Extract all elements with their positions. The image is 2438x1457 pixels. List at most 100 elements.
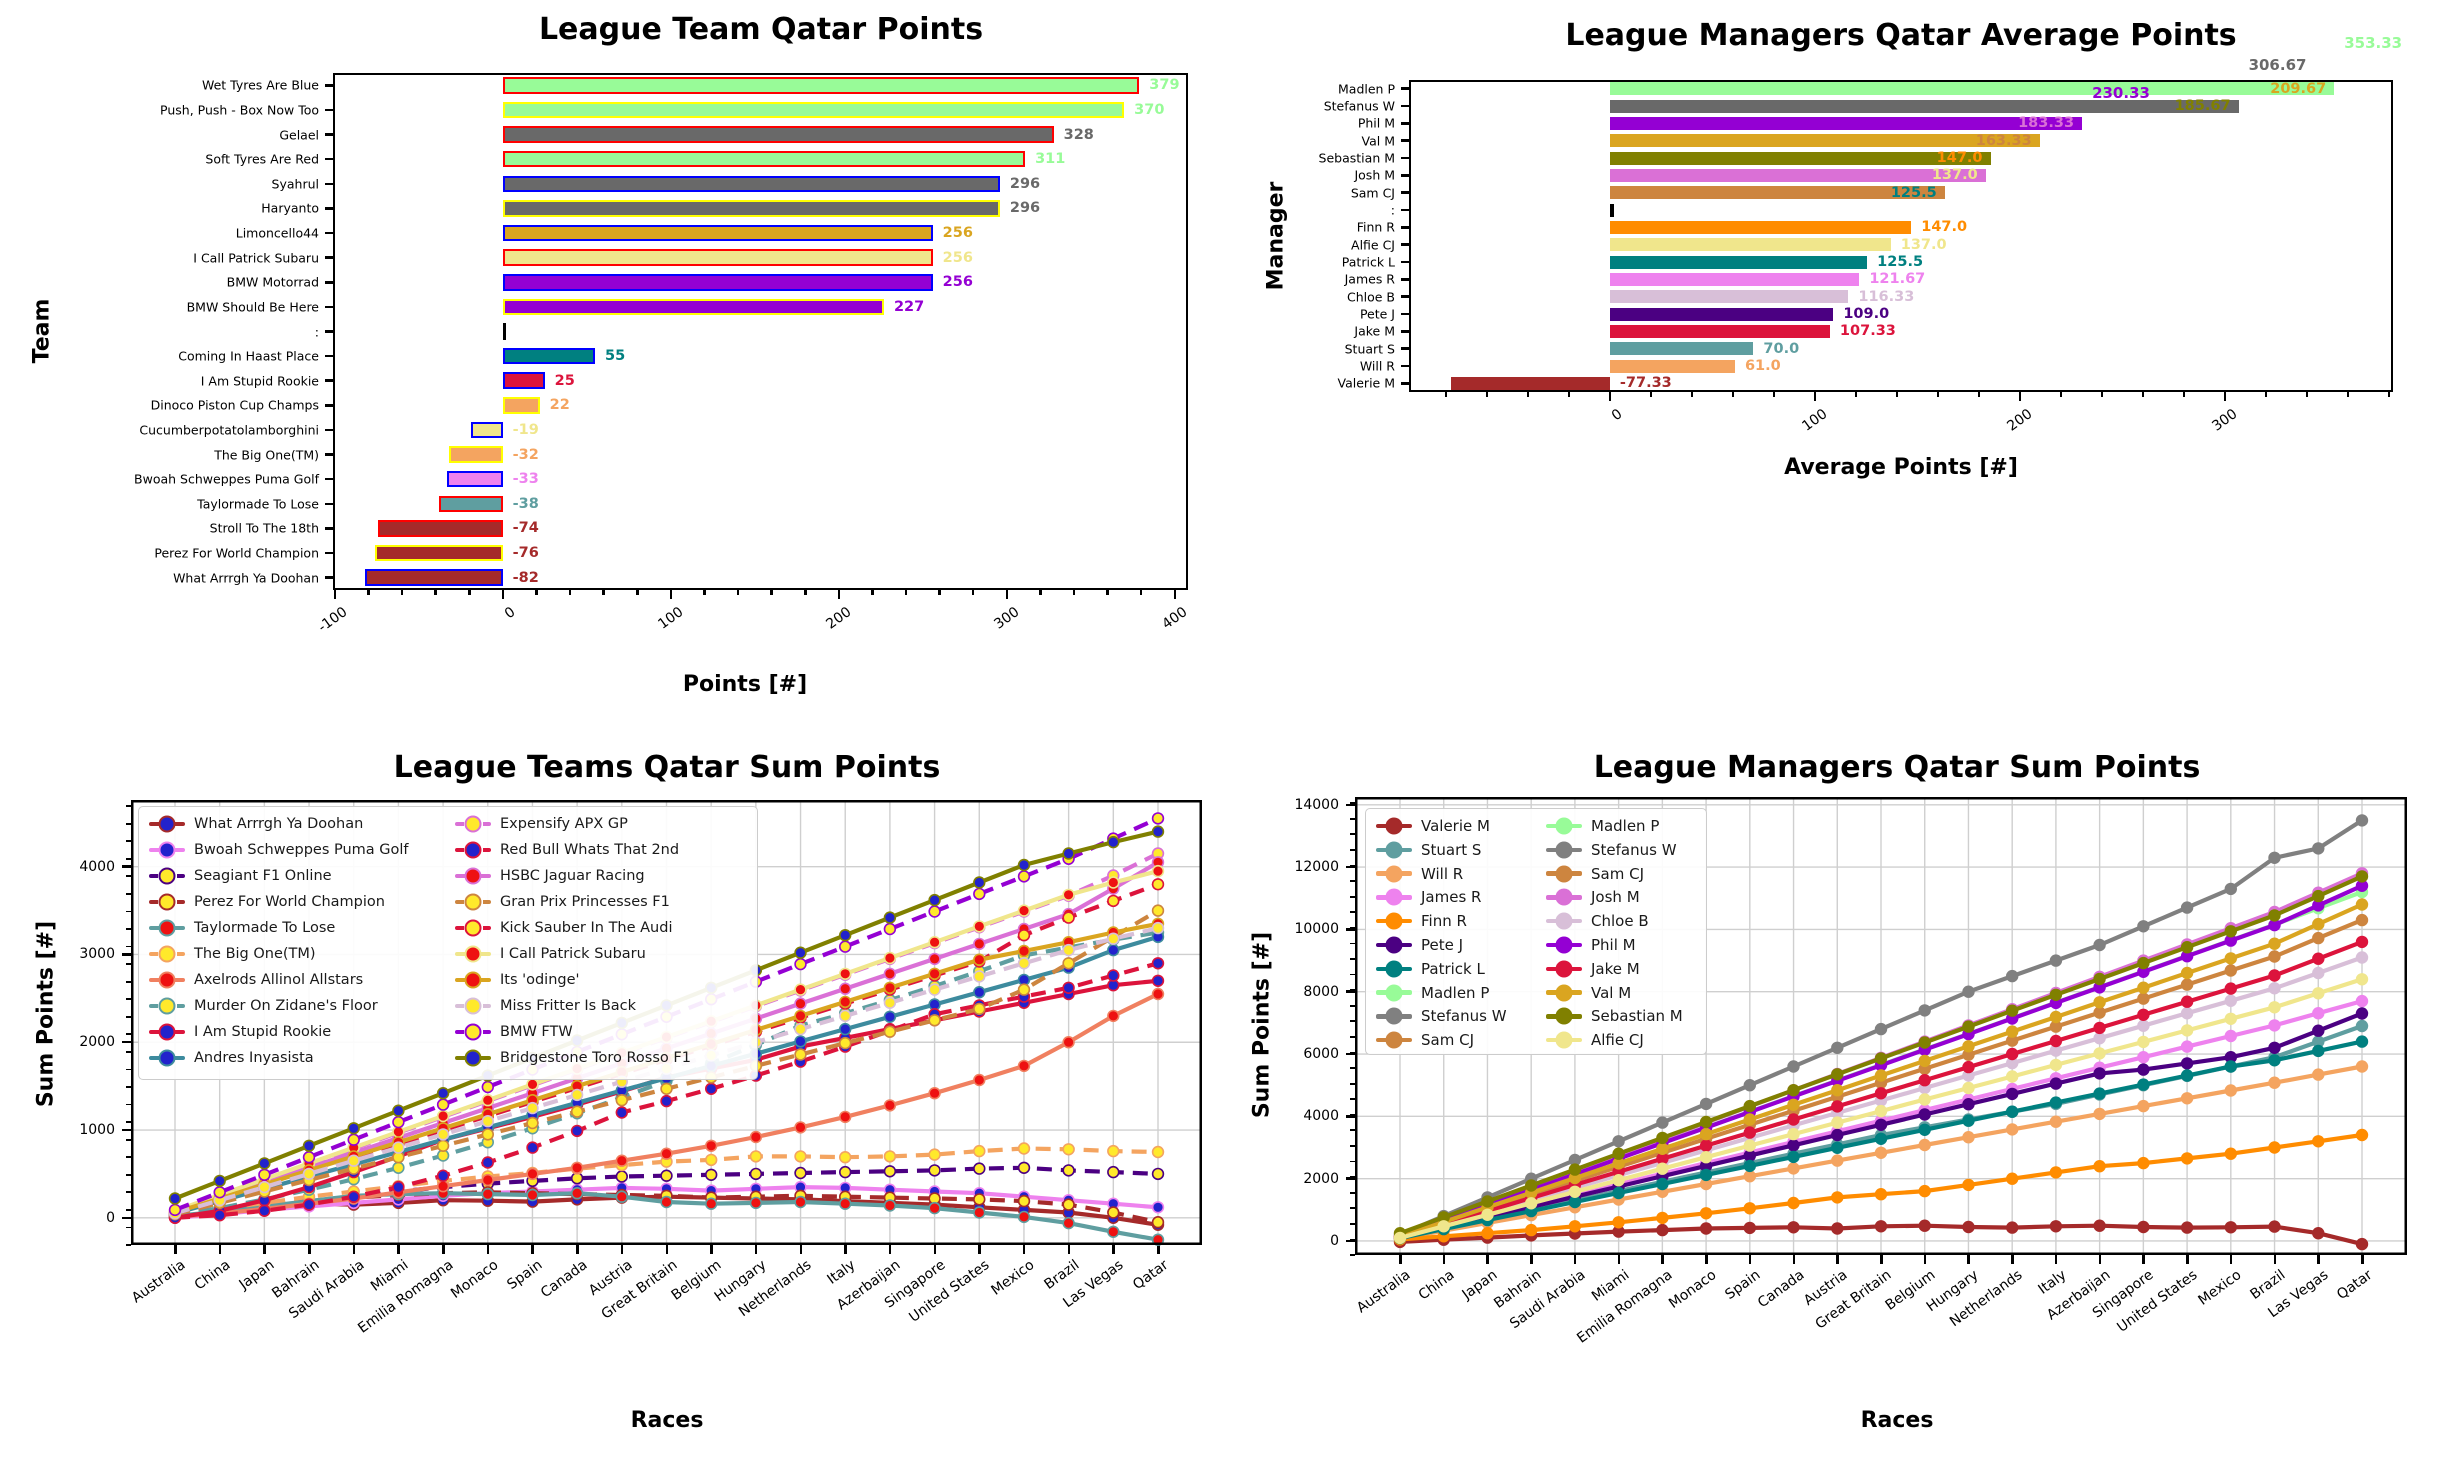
data-point — [1699, 1127, 1713, 1141]
data-point — [2137, 1220, 2150, 1234]
legend-item: I Am Stupid Rookie — [149, 1022, 331, 1042]
category-label: Sebastian M — [1318, 150, 1395, 166]
bar-finn-r — [1609, 220, 1912, 234]
y-minor-tick — [1350, 864, 1355, 867]
data-point — [2355, 1019, 2369, 1033]
y-minor-tick — [126, 1138, 131, 1141]
y-minor-tick — [1350, 942, 1355, 945]
bar-value-label: 256 — [942, 249, 973, 266]
x-tick-label: 100 — [654, 604, 687, 633]
data-point — [302, 1151, 316, 1164]
y-tick — [1401, 156, 1409, 160]
legend-label: Murder On Zidane's Floor — [194, 998, 378, 1014]
legend-item: Red Bull Whats That 2nd — [455, 840, 679, 860]
data-point — [838, 1165, 852, 1179]
legend-marker — [1555, 1007, 1573, 1025]
bar-value-label: 147.0 — [1921, 219, 1968, 236]
bar-i-call-patrick-subaru — [502, 249, 933, 266]
legend-marker — [158, 1049, 176, 1067]
data-point — [2137, 1008, 2150, 1022]
data-point — [2224, 1029, 2237, 1043]
legend-item: Bridgestone Toro Rosso F1 — [455, 1048, 691, 1068]
data-point — [794, 1022, 807, 1036]
data-point — [1962, 1040, 1975, 1053]
data-point — [883, 967, 897, 981]
bar-value-label: 328 — [1063, 126, 1094, 143]
legend-line-sample — [1376, 912, 1412, 930]
x-tick — [308, 1245, 311, 1254]
legend-line-sample — [149, 841, 185, 859]
legend-marker — [1555, 817, 1573, 835]
x-tick — [1530, 1255, 1533, 1264]
category-label: Stroll To The 18th — [209, 520, 319, 536]
data-point — [570, 1124, 584, 1138]
data-point — [347, 1190, 360, 1203]
manager-sum-title: League Managers Qatar Sum Points — [1593, 750, 2201, 785]
data-point — [1017, 1194, 1031, 1208]
legend-marker — [1385, 912, 1403, 930]
data-point — [1918, 1093, 1931, 1106]
y-tick-label: 0 — [1330, 1232, 1339, 1249]
data-point — [883, 1010, 897, 1024]
y-tick-label: 10000 — [1294, 921, 1339, 938]
bar-value-label: -33 — [512, 471, 539, 488]
x-tick — [2059, 392, 2063, 397]
data-point — [481, 1156, 494, 1169]
data-point — [1481, 1227, 1494, 1240]
x-tick — [602, 590, 605, 595]
legend-item: Taylormade To Lose — [149, 918, 335, 938]
legend-line-sample — [149, 815, 185, 833]
category-label: Cucumberpotatolamborghini — [139, 422, 319, 438]
y-tick-label: 14000 — [1294, 796, 1339, 813]
y-tick — [325, 256, 333, 259]
data-point — [1699, 1151, 1713, 1164]
data-point — [2005, 1105, 2019, 1118]
x-tick — [1444, 392, 1448, 397]
legend-label: Finn R — [1421, 912, 1467, 931]
bar-value-label: 137.0 — [1900, 236, 1947, 253]
plot-frame — [333, 73, 1188, 590]
legend-marker — [158, 867, 176, 885]
category-label: Haryanto — [261, 200, 319, 216]
data-point — [1918, 1138, 1931, 1152]
category-label: Stefanus W — [1323, 98, 1395, 114]
category-label: Patrick L — [1341, 254, 1395, 270]
category-label: Soft Tyres Are Red — [205, 151, 319, 167]
data-point — [2137, 956, 2150, 970]
data-point — [1743, 1159, 1756, 1173]
bar-value-label: 311 — [1035, 151, 1066, 168]
x-tick — [531, 1245, 534, 1254]
data-point — [481, 1094, 494, 1107]
data-point — [838, 982, 852, 995]
data-point — [838, 1036, 852, 1050]
y-minor-tick — [126, 1015, 131, 1018]
legend-marker — [1555, 960, 1573, 978]
data-point — [794, 1048, 807, 1061]
legend-line-sample — [455, 1049, 491, 1067]
data-point — [2137, 992, 2150, 1005]
bar-pete-j — [1609, 307, 1834, 321]
x-tick — [2098, 1255, 2102, 1264]
data-point — [2268, 969, 2281, 982]
data-point — [2180, 941, 2194, 954]
data-point — [1017, 904, 1031, 917]
bar-value-label: 256 — [942, 225, 973, 242]
legend-label: Alfie CJ — [1591, 1031, 1644, 1050]
y-minor-tick — [126, 945, 131, 948]
x-tick — [486, 1245, 490, 1254]
data-point — [973, 937, 986, 951]
data-point — [1699, 1207, 1713, 1220]
legend-line-sample — [149, 867, 185, 885]
bar-value-label: -74 — [512, 520, 539, 537]
data-point — [1699, 1097, 1713, 1111]
y-tick — [122, 1040, 131, 1044]
y-tick — [1346, 803, 1355, 807]
y-tick — [1401, 122, 1409, 125]
legend-line-sample — [455, 867, 491, 885]
data-point — [302, 1167, 316, 1181]
y-minor-tick — [1350, 989, 1355, 992]
legend-line-sample — [455, 1023, 491, 1041]
data-point — [1151, 921, 1165, 935]
data-point — [1787, 1150, 1800, 1164]
bar-gelael — [502, 126, 1054, 143]
